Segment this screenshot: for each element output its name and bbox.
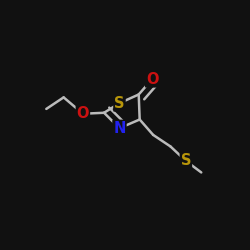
Text: S: S [180, 154, 191, 168]
Text: S: S [114, 96, 125, 111]
Text: O: O [77, 106, 89, 121]
Text: O: O [146, 72, 158, 86]
Text: N: N [113, 121, 126, 136]
